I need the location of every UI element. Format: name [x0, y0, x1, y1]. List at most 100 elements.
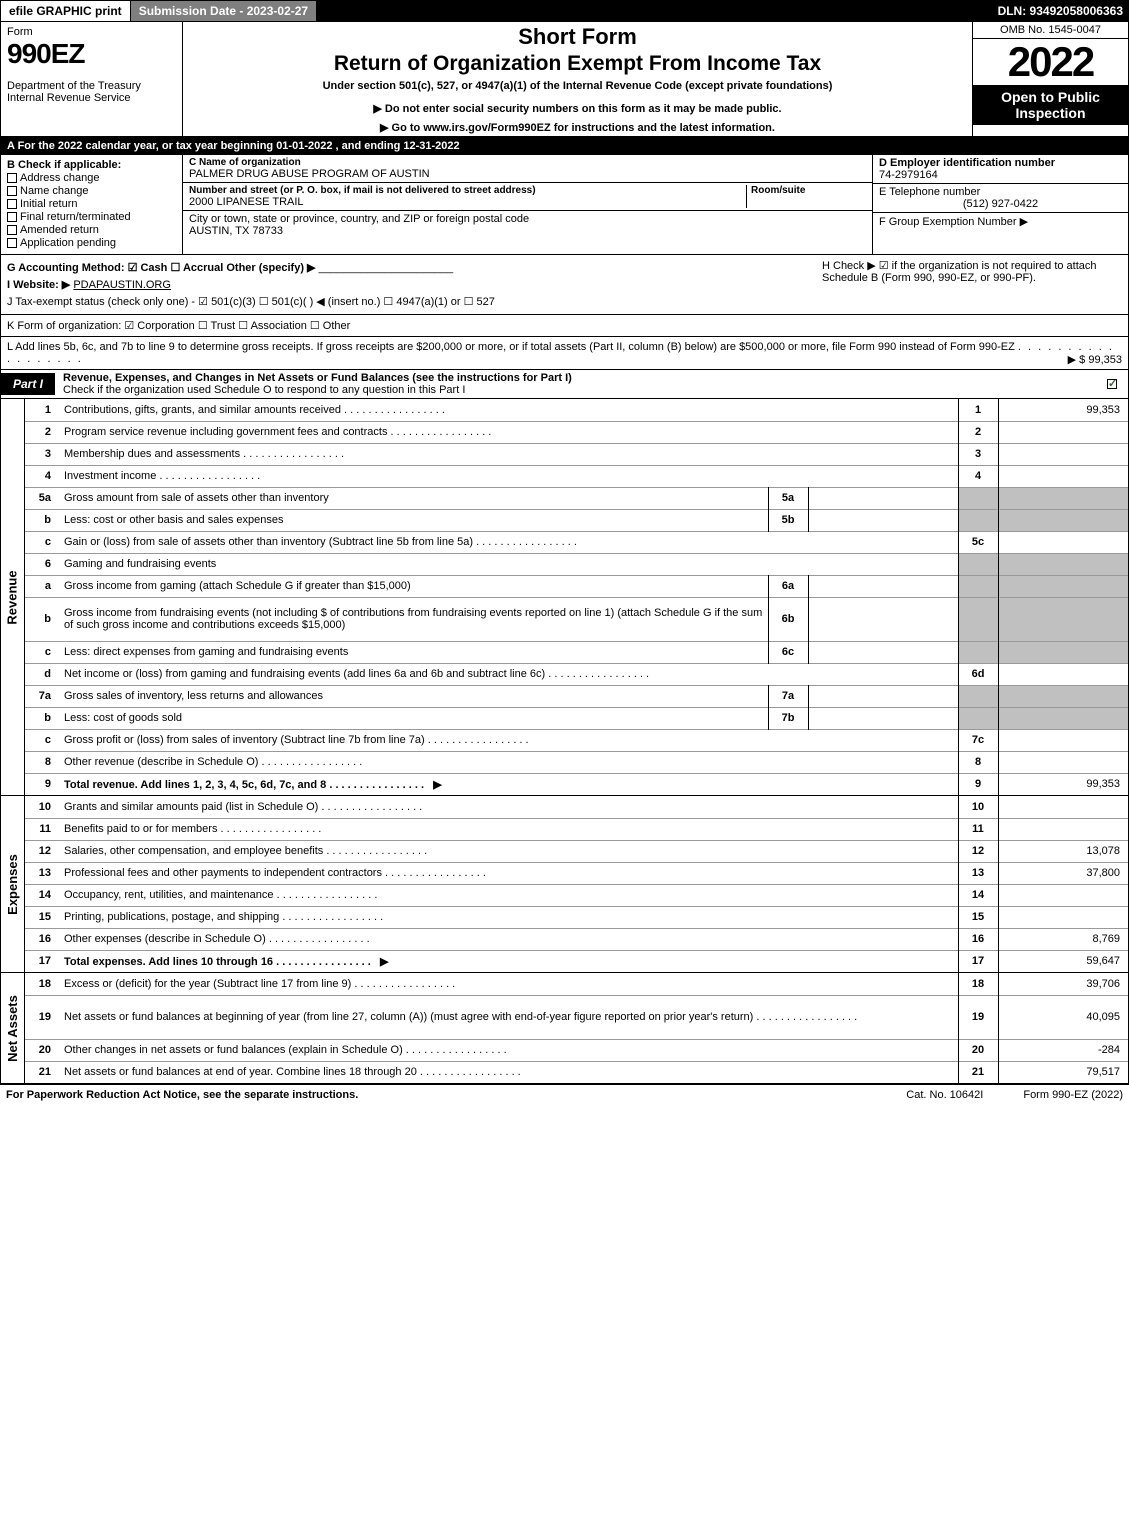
col-def: D Employer identification number 74-2979…: [872, 155, 1128, 254]
line-desc: Gross income from fundraising events (no…: [59, 597, 768, 641]
line-number: 11: [25, 818, 59, 840]
part1-tag: Part I: [1, 373, 55, 395]
efile-label: efile GRAPHIC print: [0, 0, 131, 22]
sub-line-number: 7a: [768, 685, 808, 707]
table-row: 15Printing, publications, postage, and s…: [25, 906, 1128, 928]
cb-amended-return[interactable]: Amended return: [7, 224, 176, 236]
line-key: 7c: [958, 729, 998, 751]
table-row: 13Professional fees and other payments t…: [25, 862, 1128, 884]
cb-name-change[interactable]: Name change: [7, 185, 176, 197]
line-number: d: [25, 663, 59, 685]
table-row: 1Contributions, gifts, grants, and simil…: [25, 399, 1128, 421]
line-value: 8,769: [998, 928, 1128, 950]
table-row: 4Investment income . . . . . . . . . . .…: [25, 465, 1128, 487]
form-header: Form 990EZ Department of the Treasury In…: [0, 22, 1129, 137]
c-name-cell: C Name of organization PALMER DRUG ABUSE…: [183, 155, 872, 183]
c-street-cell: Number and street (or P. O. box, if mail…: [183, 183, 872, 211]
e-cap: E Telephone number: [879, 186, 1122, 198]
table-row: bLess: cost or other basis and sales exp…: [25, 509, 1128, 531]
line-key: 9: [958, 773, 998, 795]
sub-line-value: [808, 487, 958, 509]
line-desc: Total revenue. Add lines 1, 2, 3, 4, 5c,…: [59, 773, 958, 795]
sub-line-number: 5b: [768, 509, 808, 531]
sub-line-value: [808, 641, 958, 663]
line-desc: Membership dues and assessments . . . . …: [59, 443, 958, 465]
line-key: [958, 575, 998, 597]
line-key: 17: [958, 950, 998, 972]
line-number: c: [25, 531, 59, 553]
line-l: L Add lines 5b, 6c, and 7b to line 9 to …: [0, 337, 1129, 370]
line-key: [958, 641, 998, 663]
line-value: [998, 421, 1128, 443]
line-value: [998, 553, 1128, 575]
table-row: cGross profit or (loss) from sales of in…: [25, 729, 1128, 751]
line-value: [998, 663, 1128, 685]
line-value: [998, 796, 1128, 818]
line-desc: Program service revenue including govern…: [59, 421, 958, 443]
line-desc: Net assets or fund balances at beginning…: [59, 995, 958, 1039]
cb-address-change[interactable]: Address change: [7, 172, 176, 184]
g-text: G Accounting Method: ☑ Cash ☐ Accrual Ot…: [7, 262, 316, 274]
line-number: 19: [25, 995, 59, 1039]
table-row: 14Occupancy, rent, utilities, and mainte…: [25, 884, 1128, 906]
sub-line-value: [808, 509, 958, 531]
open-to-public: Open to Public Inspection: [973, 85, 1128, 125]
irs-label: Internal Revenue Service: [7, 92, 176, 104]
line-desc: Less: cost or other basis and sales expe…: [59, 509, 768, 531]
netassets-table: 18Excess or (deficit) for the year (Subt…: [25, 973, 1128, 1083]
i-val[interactable]: PDAPAUSTIN.ORG: [73, 279, 171, 291]
header-right: OMB No. 1545-0047 2022 Open to Public In…: [972, 22, 1128, 136]
line-key: 6d: [958, 663, 998, 685]
page-footer: For Paperwork Reduction Act Notice, see …: [0, 1084, 1129, 1105]
line-value: [998, 641, 1128, 663]
line-desc: Other changes in net assets or fund bala…: [59, 1039, 958, 1061]
line-value: 40,095: [998, 995, 1128, 1039]
l-amount: ▶ $ 99,353: [1068, 353, 1122, 366]
line-j: J Tax-exempt status (check only one) - ☑…: [1, 293, 1128, 314]
form-word: Form: [7, 26, 176, 38]
line-number: 8: [25, 751, 59, 773]
line-value: -284: [998, 1039, 1128, 1061]
cb-initial-return[interactable]: Initial return: [7, 198, 176, 210]
line-number: 20: [25, 1039, 59, 1061]
table-row: 9Total revenue. Add lines 1, 2, 3, 4, 5c…: [25, 773, 1128, 795]
c-street-val: 2000 LIPANESE TRAIL: [189, 196, 746, 208]
line-key: 16: [958, 928, 998, 950]
line-value: [998, 818, 1128, 840]
line-number: 17: [25, 950, 59, 972]
section-ghij: G Accounting Method: ☑ Cash ☐ Accrual Ot…: [0, 255, 1129, 315]
line-desc: Gross sales of inventory, less returns a…: [59, 685, 768, 707]
line-key: 1: [958, 399, 998, 421]
line-key: 10: [958, 796, 998, 818]
line-desc: Excess or (deficit) for the year (Subtra…: [59, 973, 958, 995]
line-desc: Benefits paid to or for members . . . . …: [59, 818, 958, 840]
line-key: 20: [958, 1039, 998, 1061]
cb-application-pending[interactable]: Application pending: [7, 237, 176, 249]
c-city-cell: City or town, state or province, country…: [183, 211, 872, 239]
c-street-cap: Number and street (or P. O. box, if mail…: [189, 185, 746, 196]
table-row: 20Other changes in net assets or fund ba…: [25, 1039, 1128, 1061]
line-number: 2: [25, 421, 59, 443]
sub-line-value: [808, 597, 958, 641]
return-title: Return of Organization Exempt From Incom…: [189, 52, 966, 76]
cb-final-return[interactable]: Final return/terminated: [7, 211, 176, 223]
line-number: b: [25, 707, 59, 729]
short-form-title: Short Form: [189, 24, 966, 50]
line-key: 12: [958, 840, 998, 862]
under-section: Under section 501(c), 527, or 4947(a)(1)…: [189, 80, 966, 92]
line-desc: Salaries, other compensation, and employ…: [59, 840, 958, 862]
goto-link[interactable]: ▶ Go to www.irs.gov/Form990EZ for instru…: [189, 121, 966, 134]
revenue-section: Revenue 1Contributions, gifts, grants, a…: [0, 399, 1129, 796]
line-key: 11: [958, 818, 998, 840]
sub-line-number: 6b: [768, 597, 808, 641]
line-k: K Form of organization: ☑ Corporation ☐ …: [0, 315, 1129, 337]
part1-check[interactable]: [1099, 378, 1128, 390]
table-row: cGain or (loss) from sale of assets othe…: [25, 531, 1128, 553]
d-val: 74-2979164: [879, 169, 1122, 181]
line-desc: Gain or (loss) from sale of assets other…: [59, 531, 958, 553]
line-desc: Investment income . . . . . . . . . . . …: [59, 465, 958, 487]
line-desc: Grants and similar amounts paid (list in…: [59, 796, 958, 818]
table-row: 17Total expenses. Add lines 10 through 1…: [25, 950, 1128, 972]
line-value: [998, 884, 1128, 906]
line-desc: Printing, publications, postage, and shi…: [59, 906, 958, 928]
